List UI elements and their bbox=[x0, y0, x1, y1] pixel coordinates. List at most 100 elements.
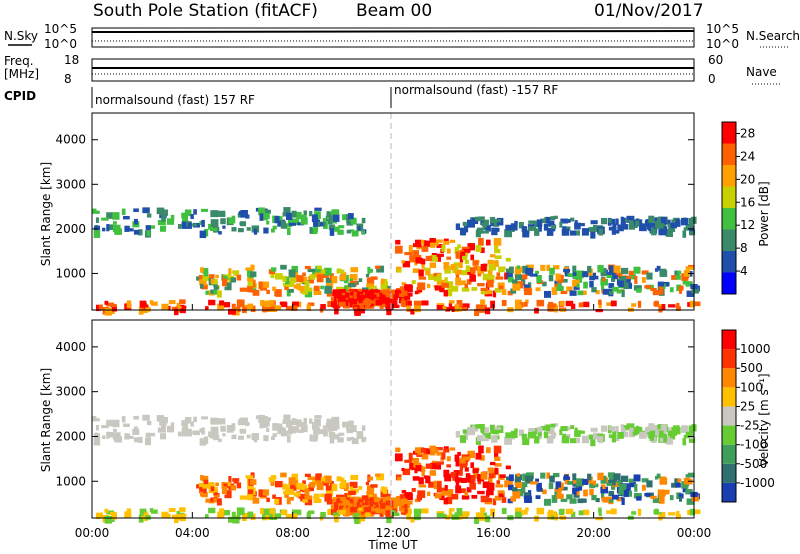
power-cell-310 bbox=[528, 220, 536, 224]
velocity-cell-126 bbox=[240, 417, 248, 426]
velocity-cell-592 bbox=[443, 497, 449, 505]
power-cell-376 bbox=[201, 268, 209, 274]
velocity-cell-548 bbox=[504, 480, 508, 488]
velocity-cell-1115 bbox=[269, 507, 275, 514]
power-cell-1115 bbox=[269, 299, 275, 306]
velocity-cell-498 bbox=[488, 477, 493, 485]
power-cell-797 bbox=[567, 273, 573, 278]
velocity-cell-615 bbox=[470, 474, 476, 482]
velocity-cell-125 bbox=[101, 425, 109, 429]
power-cell-33 bbox=[112, 212, 120, 220]
velocity-cell-251 bbox=[612, 431, 617, 436]
power-cell-147 bbox=[93, 230, 101, 238]
power-cell-194 bbox=[574, 230, 580, 236]
power-cell-576 bbox=[446, 256, 452, 260]
velocity-cell-53 bbox=[199, 438, 207, 446]
velocity-cell-1114 bbox=[454, 512, 460, 520]
velocity-cell-283 bbox=[481, 429, 487, 434]
velocity-cell-1109 bbox=[392, 512, 400, 516]
power-cell-755 bbox=[573, 286, 580, 290]
power-cbar-band-4 bbox=[722, 186, 736, 208]
power-cell-584 bbox=[494, 260, 499, 267]
velocity-cell-1072 bbox=[327, 508, 331, 515]
velocity-cell-442 bbox=[376, 473, 385, 481]
velocity-cell-781 bbox=[675, 482, 681, 488]
power-cell-109 bbox=[300, 214, 307, 219]
velocity-cell-942 bbox=[398, 501, 405, 505]
power-cell-279 bbox=[670, 222, 677, 229]
power-cell-712 bbox=[522, 274, 528, 280]
power-cell-407 bbox=[320, 269, 326, 274]
power-cell-765 bbox=[591, 287, 597, 293]
power-cell-727 bbox=[564, 270, 570, 277]
velocity-cell-751 bbox=[529, 481, 538, 485]
power-cell-617 bbox=[464, 283, 469, 289]
power-cell-690 bbox=[677, 270, 682, 275]
velocity-cell-36 bbox=[255, 415, 260, 420]
power-cell-253 bbox=[522, 230, 530, 238]
velocity-cell-90 bbox=[261, 420, 269, 427]
power-cell-692 bbox=[543, 290, 552, 298]
velocity-cell-901 bbox=[357, 508, 362, 517]
velocity-cell-269 bbox=[611, 436, 617, 443]
velocity-cell-262 bbox=[476, 435, 484, 442]
power-cell-277 bbox=[689, 220, 694, 228]
velocity-cell-59 bbox=[337, 437, 344, 443]
power-cell-126 bbox=[240, 210, 248, 218]
power-cell-1077 bbox=[654, 300, 659, 307]
power-cell-432 bbox=[313, 285, 320, 293]
power-cell-818 bbox=[405, 292, 413, 297]
velocity-cell-463 bbox=[245, 475, 254, 479]
velocity-cell-1106 bbox=[413, 513, 421, 521]
velocity-cell-1023 bbox=[595, 516, 603, 521]
power-cell-190 bbox=[518, 222, 524, 229]
power-cell-1092 bbox=[247, 303, 254, 310]
power-cell-1090 bbox=[523, 301, 528, 307]
power-cbar-band-7 bbox=[722, 122, 736, 144]
power-cell-268 bbox=[600, 217, 608, 225]
velocity-cell-790 bbox=[549, 475, 555, 483]
power-cell-112 bbox=[271, 228, 275, 233]
velocity-cell-277 bbox=[689, 427, 694, 436]
velocity-cell-1065 bbox=[675, 514, 681, 519]
power-cell-771 bbox=[569, 290, 577, 296]
power-cell-451 bbox=[375, 265, 381, 269]
power-cell-608 bbox=[404, 252, 413, 256]
velocity-cell-33 bbox=[112, 419, 120, 428]
velocity-cell-267 bbox=[675, 426, 680, 431]
velocity-cbar-band-4 bbox=[722, 406, 736, 426]
power-cell-127 bbox=[190, 213, 194, 220]
velocity-cell-799 bbox=[612, 494, 619, 500]
power-cell-750 bbox=[509, 266, 514, 274]
freq-tick-high: 18 bbox=[64, 53, 79, 67]
power-cbar-label-1: 8 bbox=[740, 241, 748, 255]
velocity-cell-590 bbox=[461, 495, 470, 500]
power-cell-703 bbox=[644, 285, 652, 289]
velocity-cell-39 bbox=[133, 415, 139, 420]
power-cell-500 bbox=[439, 287, 445, 293]
power-cell-283 bbox=[481, 222, 487, 227]
power-cell-84 bbox=[246, 227, 251, 231]
velocity-cell-785 bbox=[551, 495, 558, 503]
velocity-cell-380 bbox=[372, 493, 377, 500]
power-cell-219 bbox=[592, 224, 598, 232]
power-cell-587 bbox=[486, 290, 492, 295]
velocity-cell-704 bbox=[548, 482, 554, 490]
power-cell-300 bbox=[569, 230, 576, 236]
power-cell-956 bbox=[380, 294, 386, 301]
power-cell-106 bbox=[350, 229, 355, 233]
power-cell-435 bbox=[258, 281, 267, 289]
velocity-cell-1073 bbox=[98, 512, 103, 519]
velocity-cell-983 bbox=[445, 514, 450, 520]
velocity-cell-641 bbox=[629, 481, 636, 488]
velocity-cell-1027 bbox=[451, 514, 455, 520]
velocity-cell-818 bbox=[405, 500, 413, 505]
power-cell-785 bbox=[551, 287, 558, 295]
velocity-cell-891 bbox=[341, 499, 349, 506]
power-cell-42 bbox=[204, 228, 209, 237]
power-cell-508 bbox=[447, 281, 454, 289]
power-cell-349 bbox=[350, 267, 359, 273]
power-cell-539 bbox=[424, 267, 429, 271]
velocity-cell-746 bbox=[657, 489, 665, 495]
velocity-cell-907 bbox=[352, 508, 359, 517]
